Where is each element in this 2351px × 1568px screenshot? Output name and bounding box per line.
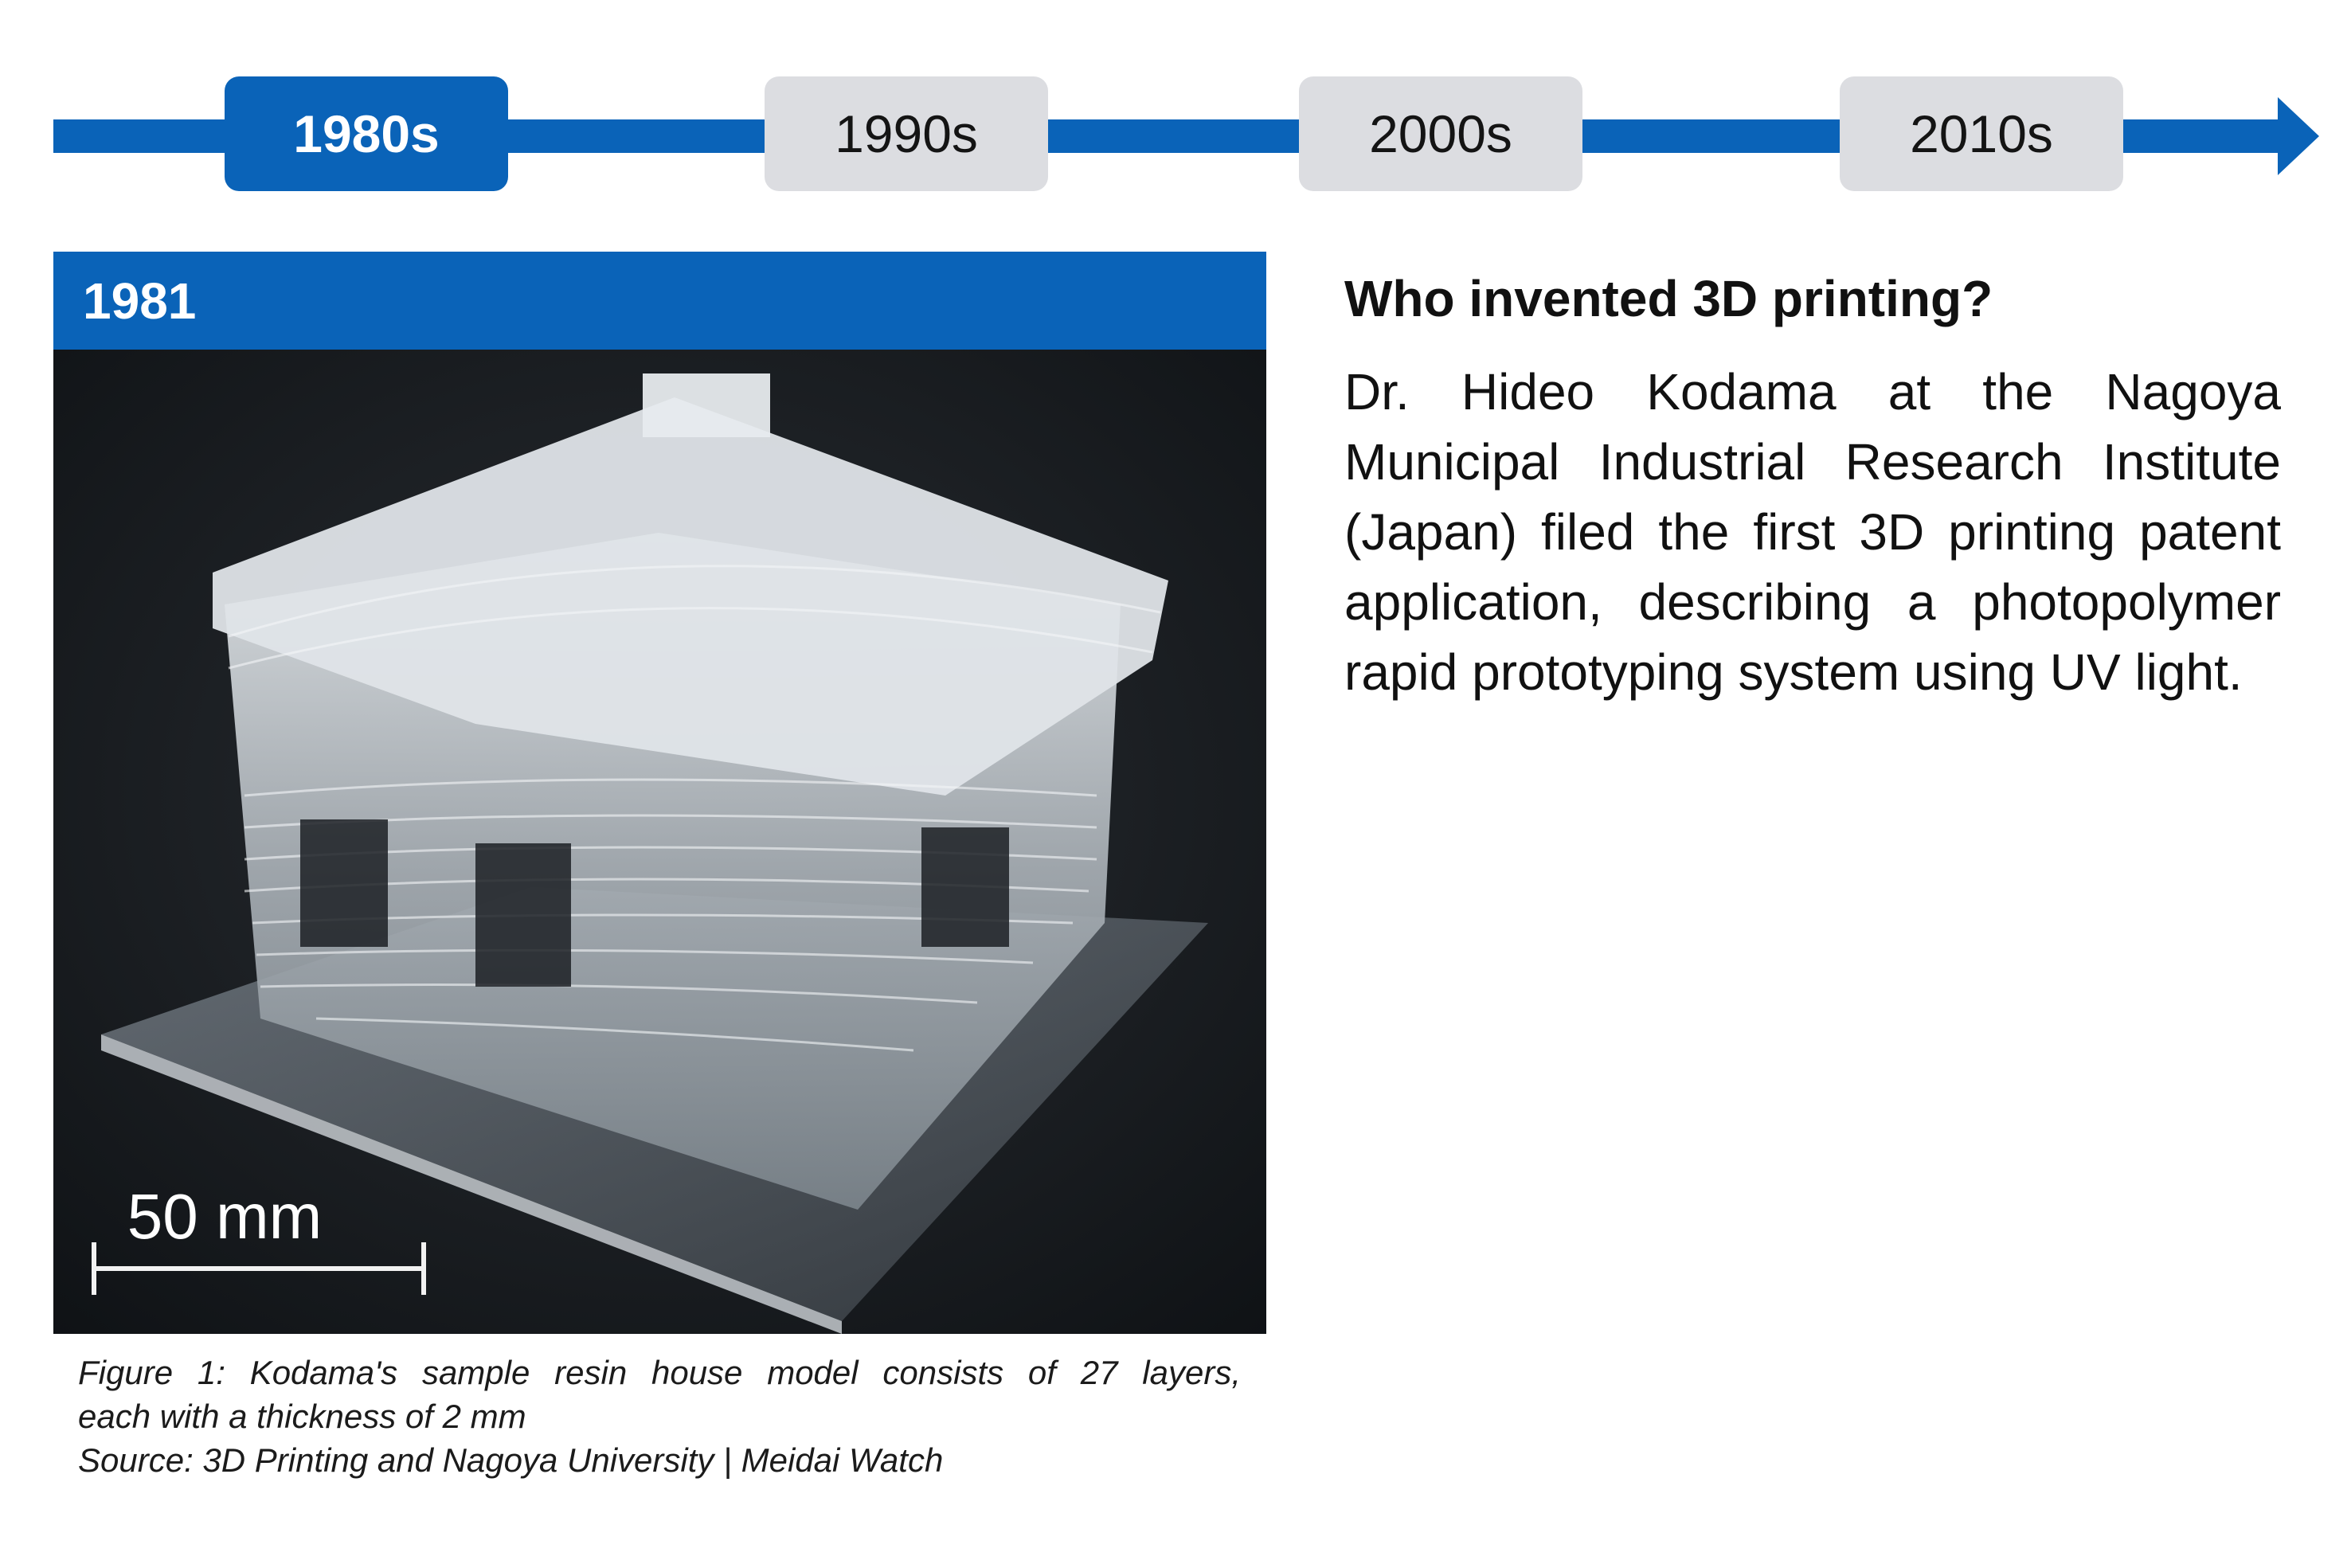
decade-timeline: 1980s 1990s 2000s 2010s bbox=[0, 0, 2351, 223]
year-label: 1981 bbox=[83, 272, 197, 330]
caption-line-1: Figure 1: Kodama's sample resin house mo… bbox=[78, 1354, 1241, 1391]
answer-paragraph: Dr. Hideo Kodama at the Nagoya Municipal… bbox=[1344, 363, 2281, 701]
caption-source: Source: 3D Printing and Nagoya Universit… bbox=[78, 1441, 944, 1479]
decade-tab-2000s[interactable]: 2000s bbox=[1299, 76, 1582, 191]
question-heading: Who invented 3D printing? bbox=[1344, 270, 1993, 327]
resin-house-model-illustration bbox=[53, 350, 1266, 1334]
decade-tab-2010s[interactable]: 2010s bbox=[1840, 76, 2123, 191]
figure-caption: Figure 1: Kodama's sample resin house mo… bbox=[78, 1351, 1241, 1482]
caption-line-2: each with a thickness of 2 mm bbox=[78, 1398, 526, 1435]
decade-tab-1980s[interactable]: 1980s bbox=[225, 76, 508, 191]
decade-tab-1990s[interactable]: 1990s bbox=[765, 76, 1048, 191]
resin-house-photo: 50 mm bbox=[53, 350, 1266, 1334]
scale-bar bbox=[92, 1242, 426, 1295]
year-header: 1981 bbox=[53, 252, 1266, 350]
timeline-arrow-icon bbox=[2278, 97, 2319, 175]
scale-bar-label: 50 mm bbox=[127, 1181, 323, 1252]
